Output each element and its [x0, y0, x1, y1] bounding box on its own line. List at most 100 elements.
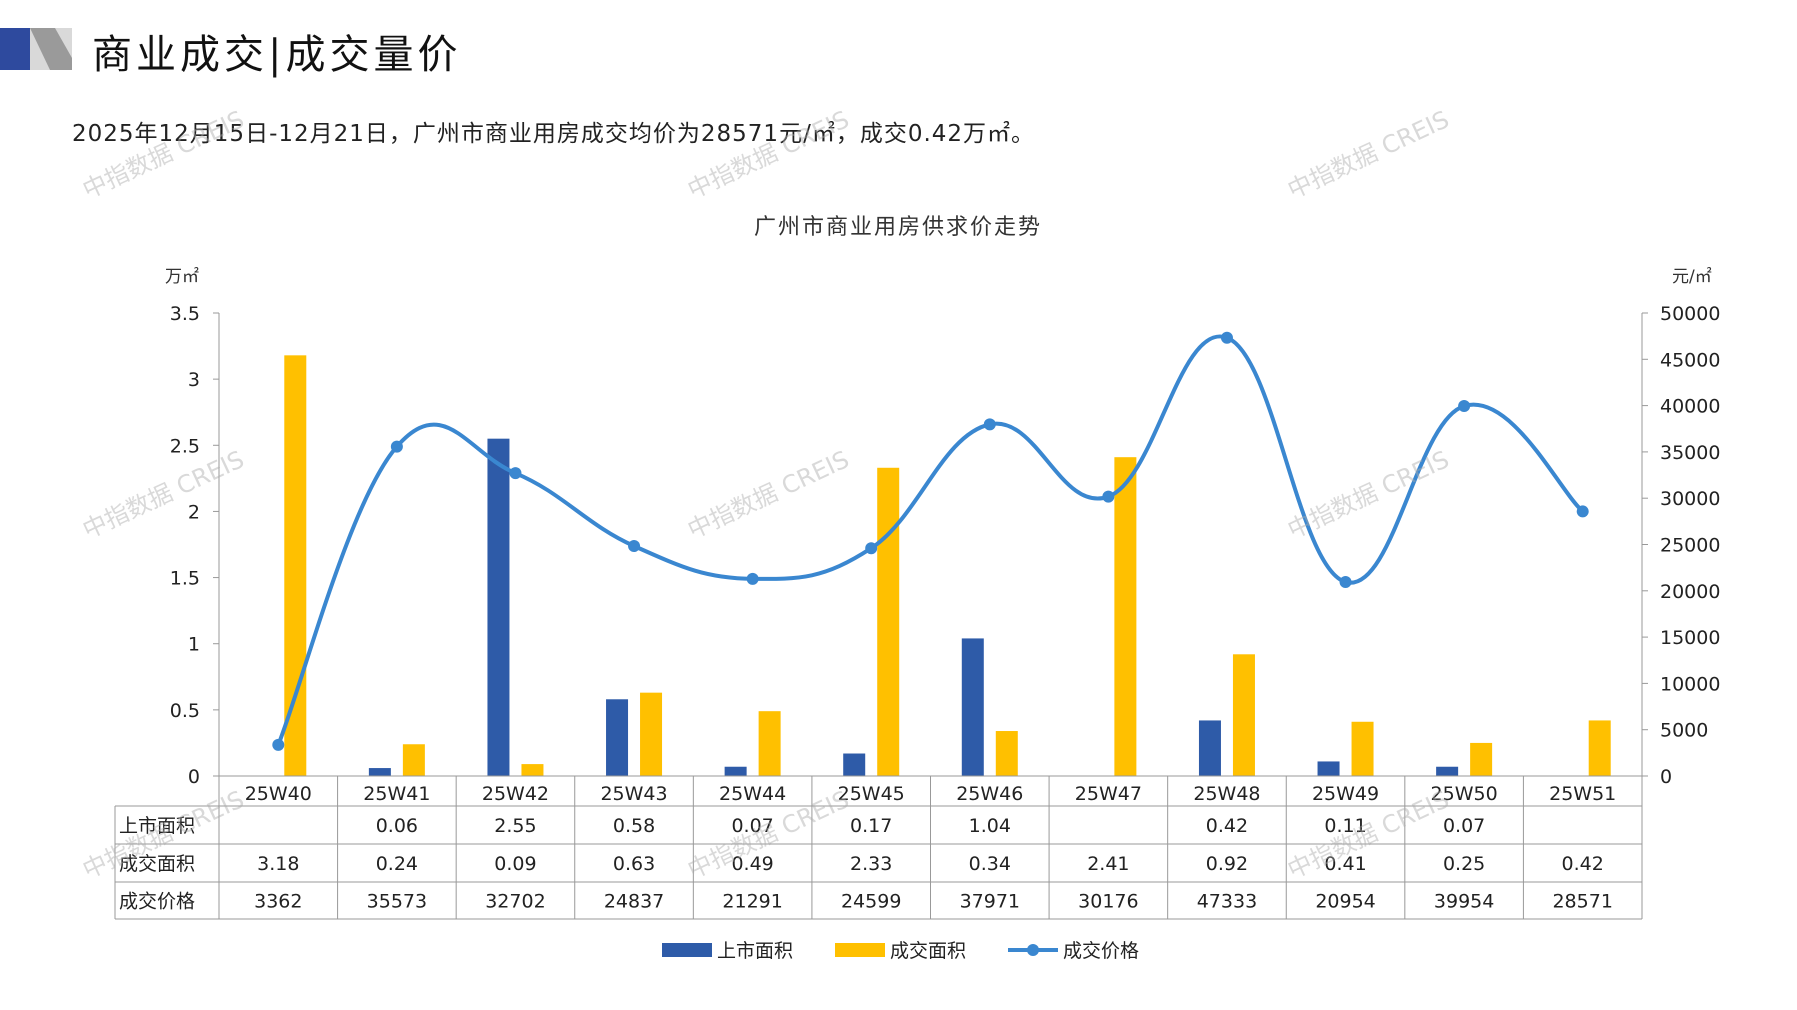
bar-deal-area-25W50 — [1470, 742, 1493, 776]
table-cell: 20954 — [1315, 891, 1375, 913]
bar-supply-25W43 — [606, 699, 629, 776]
table-cell: 0.42 — [1562, 853, 1604, 875]
bar-supply-25W50 — [1436, 766, 1459, 776]
table-cell: 2.33 — [850, 853, 892, 875]
table-cell: 0.17 — [850, 815, 892, 837]
bar-supply-25W41 — [368, 768, 391, 776]
table-cell: 0.25 — [1443, 853, 1485, 875]
bar-deal-area-25W42 — [521, 764, 544, 776]
legend-label: 上市面积 — [717, 940, 793, 962]
category-label: 25W40 — [245, 783, 312, 805]
bar-deal-area-25W46 — [995, 731, 1018, 776]
table-cell: 0.49 — [731, 853, 773, 875]
price-point-25W45 — [865, 542, 878, 555]
legend-label: 成交价格 — [1063, 940, 1139, 962]
table-cell: 0.92 — [1206, 853, 1248, 875]
table-cell: 0.07 — [1443, 815, 1485, 837]
category-label: 25W50 — [1431, 783, 1498, 805]
bar-deal-area-25W41 — [402, 744, 425, 776]
price-point-25W46 — [983, 418, 996, 431]
right-tick-label: 50000 — [1660, 303, 1720, 325]
right-tick-label: 35000 — [1660, 442, 1720, 464]
right-tick-label: 30000 — [1660, 488, 1720, 510]
legend-swatch — [662, 943, 712, 957]
price-point-25W41 — [390, 440, 403, 453]
bar-supply-25W48 — [1198, 720, 1221, 776]
table-cell: 21291 — [722, 891, 782, 913]
table-cell: 0.07 — [731, 815, 773, 837]
category-label: 25W43 — [600, 783, 667, 805]
price-line — [276, 334, 1585, 746]
right-tick-label: 25000 — [1660, 535, 1720, 557]
legend-label: 成交面积 — [890, 940, 966, 962]
table-row-label: 成交价格 — [119, 891, 195, 913]
category-label: 25W44 — [719, 783, 786, 805]
table-cell: 24599 — [841, 891, 901, 913]
chart-title: 广州市商业用房供求价走势 — [754, 215, 1042, 240]
left-tick-label: 0.5 — [170, 700, 200, 722]
left-tick-label: 3.5 — [170, 303, 200, 325]
table-cell: 0.34 — [969, 853, 1011, 875]
price-point-25W48 — [1220, 331, 1233, 344]
table-cell: 32702 — [485, 891, 545, 913]
legend-marker — [1027, 944, 1039, 956]
bar-supply-25W44 — [724, 766, 747, 776]
category-label: 25W47 — [1075, 783, 1142, 805]
left-tick-label: 0 — [188, 766, 200, 788]
logo-icon — [0, 28, 72, 70]
category-label: 25W49 — [1312, 783, 1379, 805]
price-point-25W47 — [1102, 490, 1115, 503]
table-cell: 1.04 — [969, 815, 1011, 837]
bar-deal-area-25W47 — [1114, 457, 1137, 776]
category-label: 25W48 — [1193, 783, 1260, 805]
right-tick-label: 20000 — [1660, 581, 1720, 603]
bar-deal-area-25W45 — [877, 467, 900, 776]
table-row-label: 成交面积 — [119, 853, 195, 875]
bar-deal-area-25W49 — [1351, 721, 1374, 776]
table-cell: 2.41 — [1087, 853, 1129, 875]
left-tick-label: 2 — [188, 501, 200, 523]
right-tick-label: 40000 — [1660, 396, 1720, 418]
table-cell: 39954 — [1434, 891, 1494, 913]
table-cell: 3.18 — [257, 853, 299, 875]
summary-text: 2025年12月15日-12月21日，广州市商业用房成交均价为28571元/㎡，… — [72, 121, 1036, 147]
right-tick-label: 15000 — [1660, 627, 1720, 649]
bar-deal-area-25W44 — [758, 711, 781, 776]
bar-deal-area-25W40 — [284, 355, 307, 776]
price-point-25W43 — [628, 540, 641, 553]
left-tick-label: 2.5 — [170, 435, 200, 457]
price-point-25W49 — [1339, 575, 1352, 588]
table-row-label: 上市面积 — [119, 815, 195, 837]
table-cell: 0.09 — [494, 853, 536, 875]
table-cell: 0.11 — [1324, 815, 1366, 837]
table-cell: 0.41 — [1324, 853, 1366, 875]
table-cell: 37971 — [960, 891, 1020, 913]
bar-supply-25W49 — [1317, 761, 1340, 776]
right-tick-label: 5000 — [1660, 720, 1708, 742]
price-point-25W51 — [1576, 505, 1589, 518]
legend-swatch — [835, 943, 885, 957]
table-cell: 47333 — [1197, 891, 1257, 913]
table-cell: 28571 — [1552, 891, 1612, 913]
category-label: 25W46 — [956, 783, 1023, 805]
right-tick-label: 45000 — [1660, 349, 1720, 371]
bar-deal-area-25W51 — [1588, 720, 1611, 776]
category-label: 25W45 — [838, 783, 905, 805]
table-cell: 0.06 — [376, 815, 418, 837]
left-tick-label: 3 — [188, 369, 200, 391]
bar-deal-area-25W43 — [640, 692, 663, 776]
price-point-25W40 — [272, 738, 285, 751]
table-cell: 0.58 — [613, 815, 655, 837]
right-tick-label: 10000 — [1660, 673, 1720, 695]
table-cell: 2.55 — [494, 815, 536, 837]
price-point-25W42 — [509, 467, 522, 480]
table-cell: 24837 — [604, 891, 664, 913]
table-cell: 30176 — [1078, 891, 1138, 913]
table-cell: 0.63 — [613, 853, 655, 875]
bar-supply-25W45 — [843, 753, 866, 776]
category-label: 25W41 — [363, 783, 430, 805]
left-tick-label: 1.5 — [170, 568, 200, 590]
right-tick-label: 0 — [1660, 766, 1672, 788]
table-cell: 35573 — [367, 891, 427, 913]
